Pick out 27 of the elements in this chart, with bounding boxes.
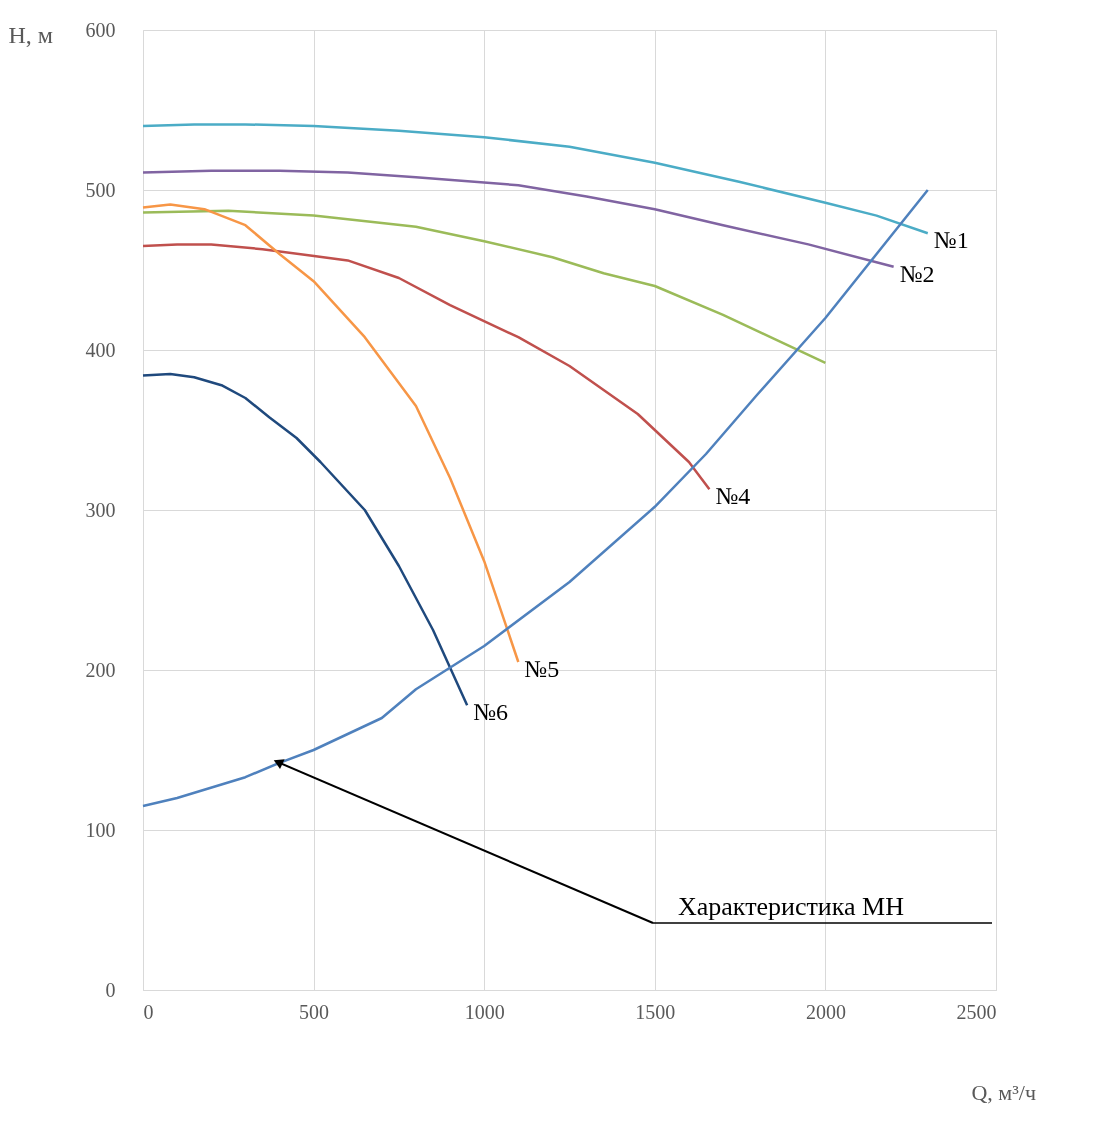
x-tick-label: 2500 [956, 1000, 997, 1023]
series-label: №5 [524, 656, 560, 682]
x-tick-label: 0 [143, 1000, 154, 1023]
line-series [141, 123, 930, 235]
line-series [141, 372, 469, 707]
y-tick-label: 600 [85, 18, 116, 41]
line-series [141, 209, 827, 365]
x-axis-title: Q, м³/ч [971, 1080, 1036, 1105]
x-tick-label: 1000 [464, 1000, 505, 1023]
y-tick-label: 500 [85, 178, 116, 201]
x-tick-label: 2000 [805, 1000, 846, 1023]
line-series [141, 243, 711, 491]
y-tick-label: 0 [105, 978, 116, 1001]
y-tick-label: 300 [85, 498, 116, 521]
line-series [141, 169, 895, 269]
y-axis-title: H, м [8, 22, 53, 48]
y-tick-label: 200 [85, 658, 116, 681]
line-series [141, 203, 520, 664]
y-tick-label: 400 [85, 338, 116, 361]
annotation: Характеристика МН [678, 892, 905, 921]
series-label: №2 [899, 260, 935, 287]
x-tick-label: 1500 [635, 1000, 676, 1023]
series-label: №6 [473, 699, 509, 726]
y-tick-label: 100 [85, 818, 116, 841]
series-label: №4 [715, 483, 751, 510]
series-label: №1 [933, 227, 969, 254]
x-tick-label: 500 [299, 1000, 330, 1023]
